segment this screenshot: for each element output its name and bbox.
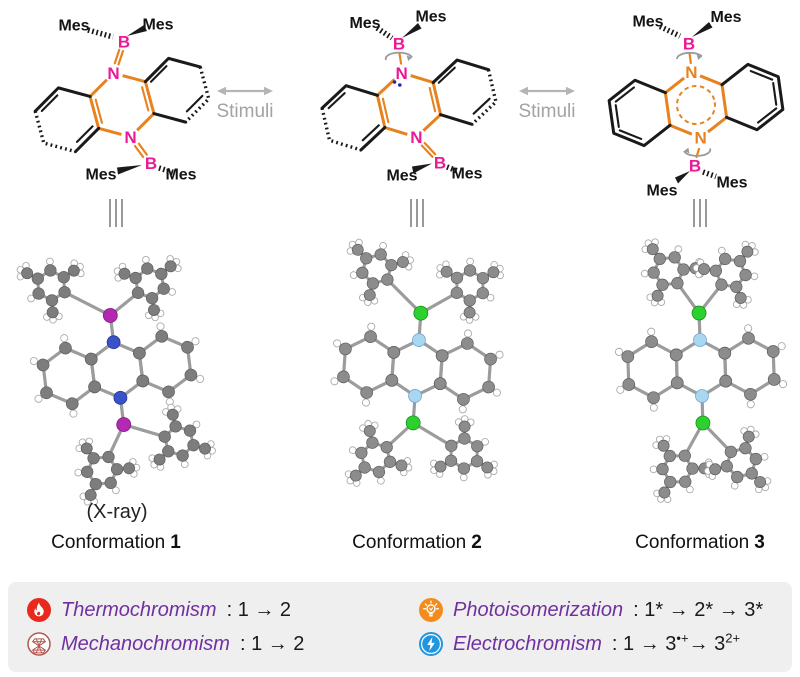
stimuli-label: Stimuli [518, 101, 576, 122]
legend-item-name: Mechanochromism [61, 632, 230, 655]
scheme-structure-1: N N B B Mes Mes Mes Mes [33, 17, 211, 184]
flame-icon [27, 598, 51, 622]
conformation-name: Conformation [51, 532, 166, 553]
double-arrow-icon [519, 86, 575, 96]
legend-item-mechanochromism: Mechanochromism : 1 → 2 [27, 632, 419, 656]
nitrogen-label: N [685, 63, 697, 82]
molecule-3d-group [614, 238, 788, 504]
equivalence-icon [693, 199, 707, 227]
nitrogen-label: N [395, 64, 407, 83]
legend-panel: Thermochromism : 1 → 2 [8, 582, 792, 672]
mes-label: Mes [646, 183, 677, 200]
conformation-label-3: Conformation 3 [600, 532, 800, 554]
mes-label: Mes [716, 175, 747, 192]
mes-label: Mes [415, 9, 446, 26]
conformation-number: 1 [170, 532, 181, 553]
stimuli-label: Stimuli [216, 101, 274, 122]
scheme-structure-2: N N B B Mes Mes Mes Mes [320, 9, 498, 185]
nitrogen-label: N [107, 64, 119, 83]
nitrogen-label: N [124, 128, 136, 147]
ring-system-1 [33, 56, 211, 154]
legend-item-detail: : 1 → 3•+→ 32+ [611, 629, 741, 655]
nitrogen-label: N [410, 128, 422, 147]
double-arrow-icon [217, 86, 273, 96]
molecule-3d-conformation-2 [330, 238, 504, 487]
stimuli-block-1: Stimuli [212, 84, 278, 123]
legend-item-thermochromism: Thermochromism : 1 → 2 [27, 598, 419, 622]
mes-label: Mes [386, 168, 417, 185]
boron-label: B [118, 33, 130, 52]
conformation-label-2: Conformation 2 [317, 532, 517, 554]
ring-system-2 [320, 58, 498, 152]
legend-item-detail: : 1 → 2 [226, 598, 292, 621]
molecule-3d-group [16, 255, 216, 506]
legend-item-name: Photoisomerization [453, 598, 624, 621]
molecule-3d-group [330, 238, 504, 487]
diamond-press-icon [27, 632, 51, 656]
legend-item-detail: : 1 → 2 [239, 632, 305, 655]
lightning-icon [419, 632, 443, 656]
mes-label: Mes [710, 9, 741, 26]
conformation-name: Conformation [352, 532, 467, 553]
mes-label: Mes [142, 17, 173, 34]
boron-label: B [393, 35, 405, 54]
scheme-structure-3: N N B B Mes Mes Mes Mes [607, 9, 785, 200]
boron-label: B [683, 35, 695, 54]
lightbulb-icon [419, 598, 443, 622]
legend-item-photoisomerization: Photoisomerization : 1* → 2* → 3* [419, 598, 792, 622]
conformation-label-1: Conformation 1 [16, 532, 216, 554]
mes-label: Mes [451, 166, 482, 183]
mes-label: Mes [632, 14, 663, 31]
mes-label: Mes [165, 167, 196, 184]
stimuli-block-2: Stimuli [514, 84, 580, 123]
equivalence-icon [410, 199, 424, 227]
boron-label: B [689, 157, 701, 176]
mes-label: Mes [349, 15, 380, 32]
conformation-number: 3 [754, 532, 765, 553]
conformation-number: 2 [471, 532, 482, 553]
mes-label: Mes [85, 167, 116, 184]
boron-label: B [145, 154, 157, 173]
conformation-name: Conformation [635, 532, 750, 553]
legend-item-name: Electrochromism [453, 632, 602, 655]
mes-label: Mes [58, 18, 89, 35]
nitrogen-label: N [694, 129, 706, 148]
legend-item-name: Thermochromism [61, 598, 217, 621]
boron-label: B [434, 154, 446, 173]
legend-item-detail: : 1* → 2* → 3* [633, 598, 764, 621]
ring-system-3 [607, 62, 785, 148]
molecule-3d-conformation-1 [16, 255, 216, 506]
legend-item-electrochromism: Electrochromism : 1 → 3•+→ 32+ [419, 629, 792, 656]
xray-note: (X-ray) [86, 501, 148, 523]
equivalence-icon [109, 199, 123, 227]
molecule-3d-conformation-3 [614, 238, 788, 504]
